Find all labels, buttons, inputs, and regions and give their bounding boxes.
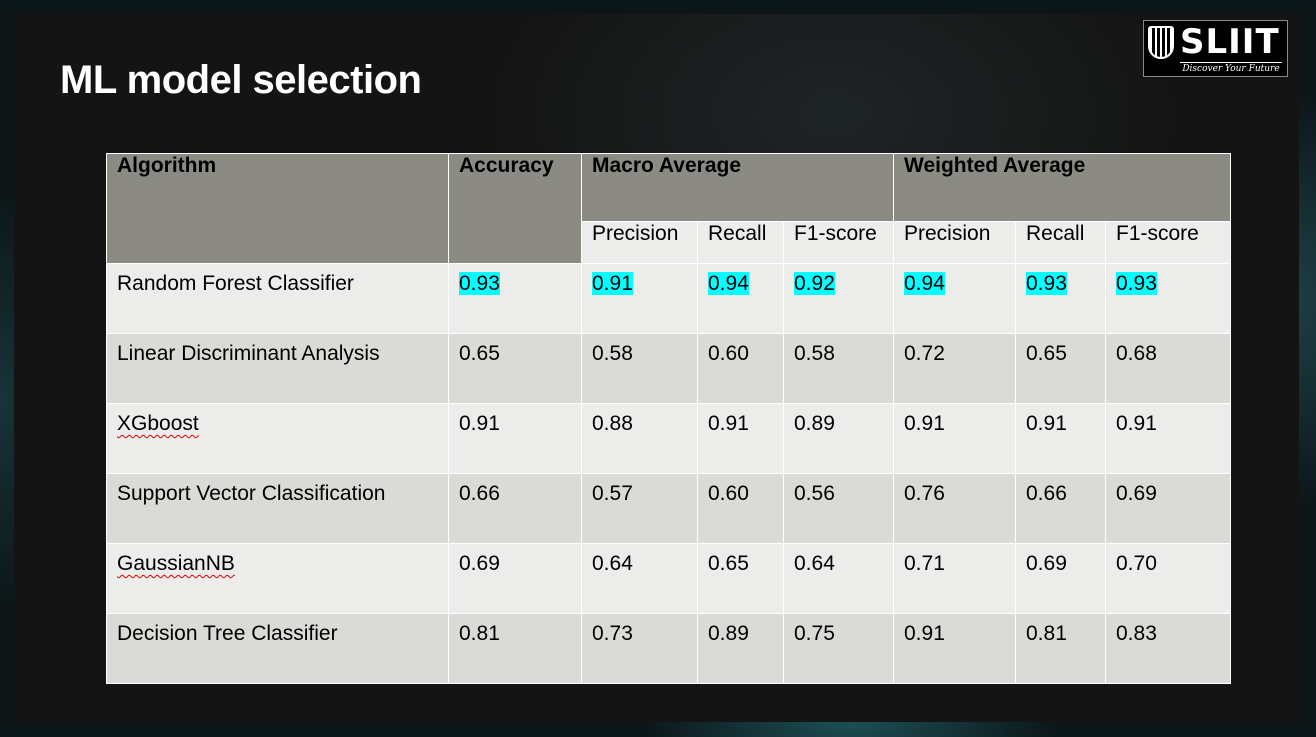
model-comparison-table: Algorithm Accuracy Macro Average Weighte… [106, 153, 1232, 684]
header-macro-average: Macro Average [581, 153, 894, 222]
cell-macro-precision: 0.58 [581, 333, 698, 404]
header-weighted-precision: Precision [893, 221, 1016, 264]
cell-algorithm: Decision Tree Classifier [106, 613, 449, 684]
cell-accuracy: 0.66 [448, 473, 582, 544]
cell-weighted-f1: 0.93 [1104, 263, 1232, 334]
table-row: Decision Tree Classifier 0.81 0.73 0.89 … [106, 613, 1232, 684]
cell-weighted-f1: 0.83 [1104, 613, 1232, 684]
sliit-logo: SLIIT Discover Your Future [1143, 20, 1288, 77]
header-weighted-f1: F1-score [1104, 221, 1232, 264]
cell-algorithm: Support Vector Classification [106, 473, 449, 544]
cell-weighted-recall: 0.81 [1015, 613, 1106, 684]
cell-weighted-f1: 0.68 [1104, 333, 1232, 404]
cell-algorithm: Random Forest Classifier [106, 263, 449, 334]
cell-weighted-f1: 0.70 [1104, 543, 1232, 614]
cell-weighted-precision: 0.91 [893, 403, 1016, 474]
cell-algorithm: GaussianNB [106, 543, 449, 614]
highlighted-value: 0.92 [794, 272, 835, 295]
cell-macro-f1: 0.64 [783, 543, 894, 614]
cell-accuracy: 0.65 [448, 333, 582, 404]
table-row: Random Forest Classifier 0.93 0.91 0.94 … [106, 263, 1232, 334]
algorithm-name: Random Forest Classifier [117, 272, 354, 295]
cell-macro-recall: 0.89 [697, 613, 784, 684]
highlighted-value: 0.91 [592, 272, 633, 295]
header-algorithm: Algorithm [106, 153, 449, 264]
cell-macro-recall: 0.65 [697, 543, 784, 614]
table-row: Linear Discriminant Analysis 0.65 0.58 0… [106, 333, 1232, 404]
cell-macro-precision: 0.91 [581, 263, 698, 334]
header-macro-f1: F1-score [783, 221, 894, 264]
cell-macro-precision: 0.57 [581, 473, 698, 544]
cell-weighted-recall: 0.66 [1015, 473, 1106, 544]
cell-weighted-precision: 0.72 [893, 333, 1016, 404]
cell-accuracy: 0.91 [448, 403, 582, 474]
crest-icon [1148, 26, 1174, 59]
cell-weighted-recall: 0.93 [1015, 263, 1106, 334]
cell-macro-f1: 0.89 [783, 403, 894, 474]
highlighted-value: 0.93 [459, 272, 500, 295]
cell-macro-recall: 0.94 [697, 263, 784, 334]
cell-accuracy: 0.93 [448, 263, 582, 334]
cell-weighted-recall: 0.91 [1015, 403, 1106, 474]
cell-accuracy: 0.81 [448, 613, 582, 684]
cell-macro-f1: 0.75 [783, 613, 894, 684]
cell-algorithm: XGboost [106, 403, 449, 474]
cell-macro-precision: 0.88 [581, 403, 698, 474]
logo-tagline: Discover Your Future [1180, 62, 1282, 74]
cell-weighted-precision: 0.94 [893, 263, 1016, 334]
header-macro-recall: Recall [697, 221, 784, 264]
cell-macro-precision: 0.64 [581, 543, 698, 614]
algorithm-name: GaussianNB [117, 552, 235, 575]
cell-weighted-f1: 0.91 [1104, 403, 1232, 474]
cell-macro-precision: 0.73 [581, 613, 698, 684]
logo-wordmark: SLIIT [1180, 22, 1280, 62]
cell-weighted-recall: 0.69 [1015, 543, 1106, 614]
cell-macro-f1: 0.92 [783, 263, 894, 334]
cell-accuracy: 0.69 [448, 543, 582, 614]
cell-macro-recall: 0.60 [697, 333, 784, 404]
slide-title: ML model selection [60, 58, 422, 102]
cell-weighted-precision: 0.76 [893, 473, 1016, 544]
header-accuracy: Accuracy [448, 153, 582, 264]
cell-macro-recall: 0.91 [697, 403, 784, 474]
header-weighted-average: Weighted Average [892, 153, 1232, 222]
highlighted-value: 0.94 [904, 272, 945, 295]
cell-weighted-precision: 0.71 [893, 543, 1016, 614]
cell-weighted-precision: 0.91 [893, 613, 1016, 684]
header-weighted-recall: Recall [1015, 221, 1106, 264]
highlighted-value: 0.93 [1116, 272, 1157, 295]
cell-macro-f1: 0.58 [783, 333, 894, 404]
cell-weighted-recall: 0.65 [1015, 333, 1106, 404]
table-row: GaussianNB 0.69 0.64 0.65 0.64 0.71 0.69… [106, 543, 1232, 614]
cell-macro-f1: 0.56 [783, 473, 894, 544]
table-row: Support Vector Classification 0.66 0.57 … [106, 473, 1232, 544]
header-macro-precision: Precision [581, 221, 698, 264]
highlighted-value: 0.93 [1026, 272, 1067, 295]
cell-algorithm: Linear Discriminant Analysis [106, 333, 449, 404]
table-row: XGboost 0.91 0.88 0.91 0.89 0.91 0.91 0.… [106, 403, 1232, 474]
cell-weighted-f1: 0.69 [1104, 473, 1232, 544]
cell-macro-recall: 0.60 [697, 473, 784, 544]
algorithm-name: XGboost [117, 412, 199, 435]
highlighted-value: 0.94 [708, 272, 749, 295]
